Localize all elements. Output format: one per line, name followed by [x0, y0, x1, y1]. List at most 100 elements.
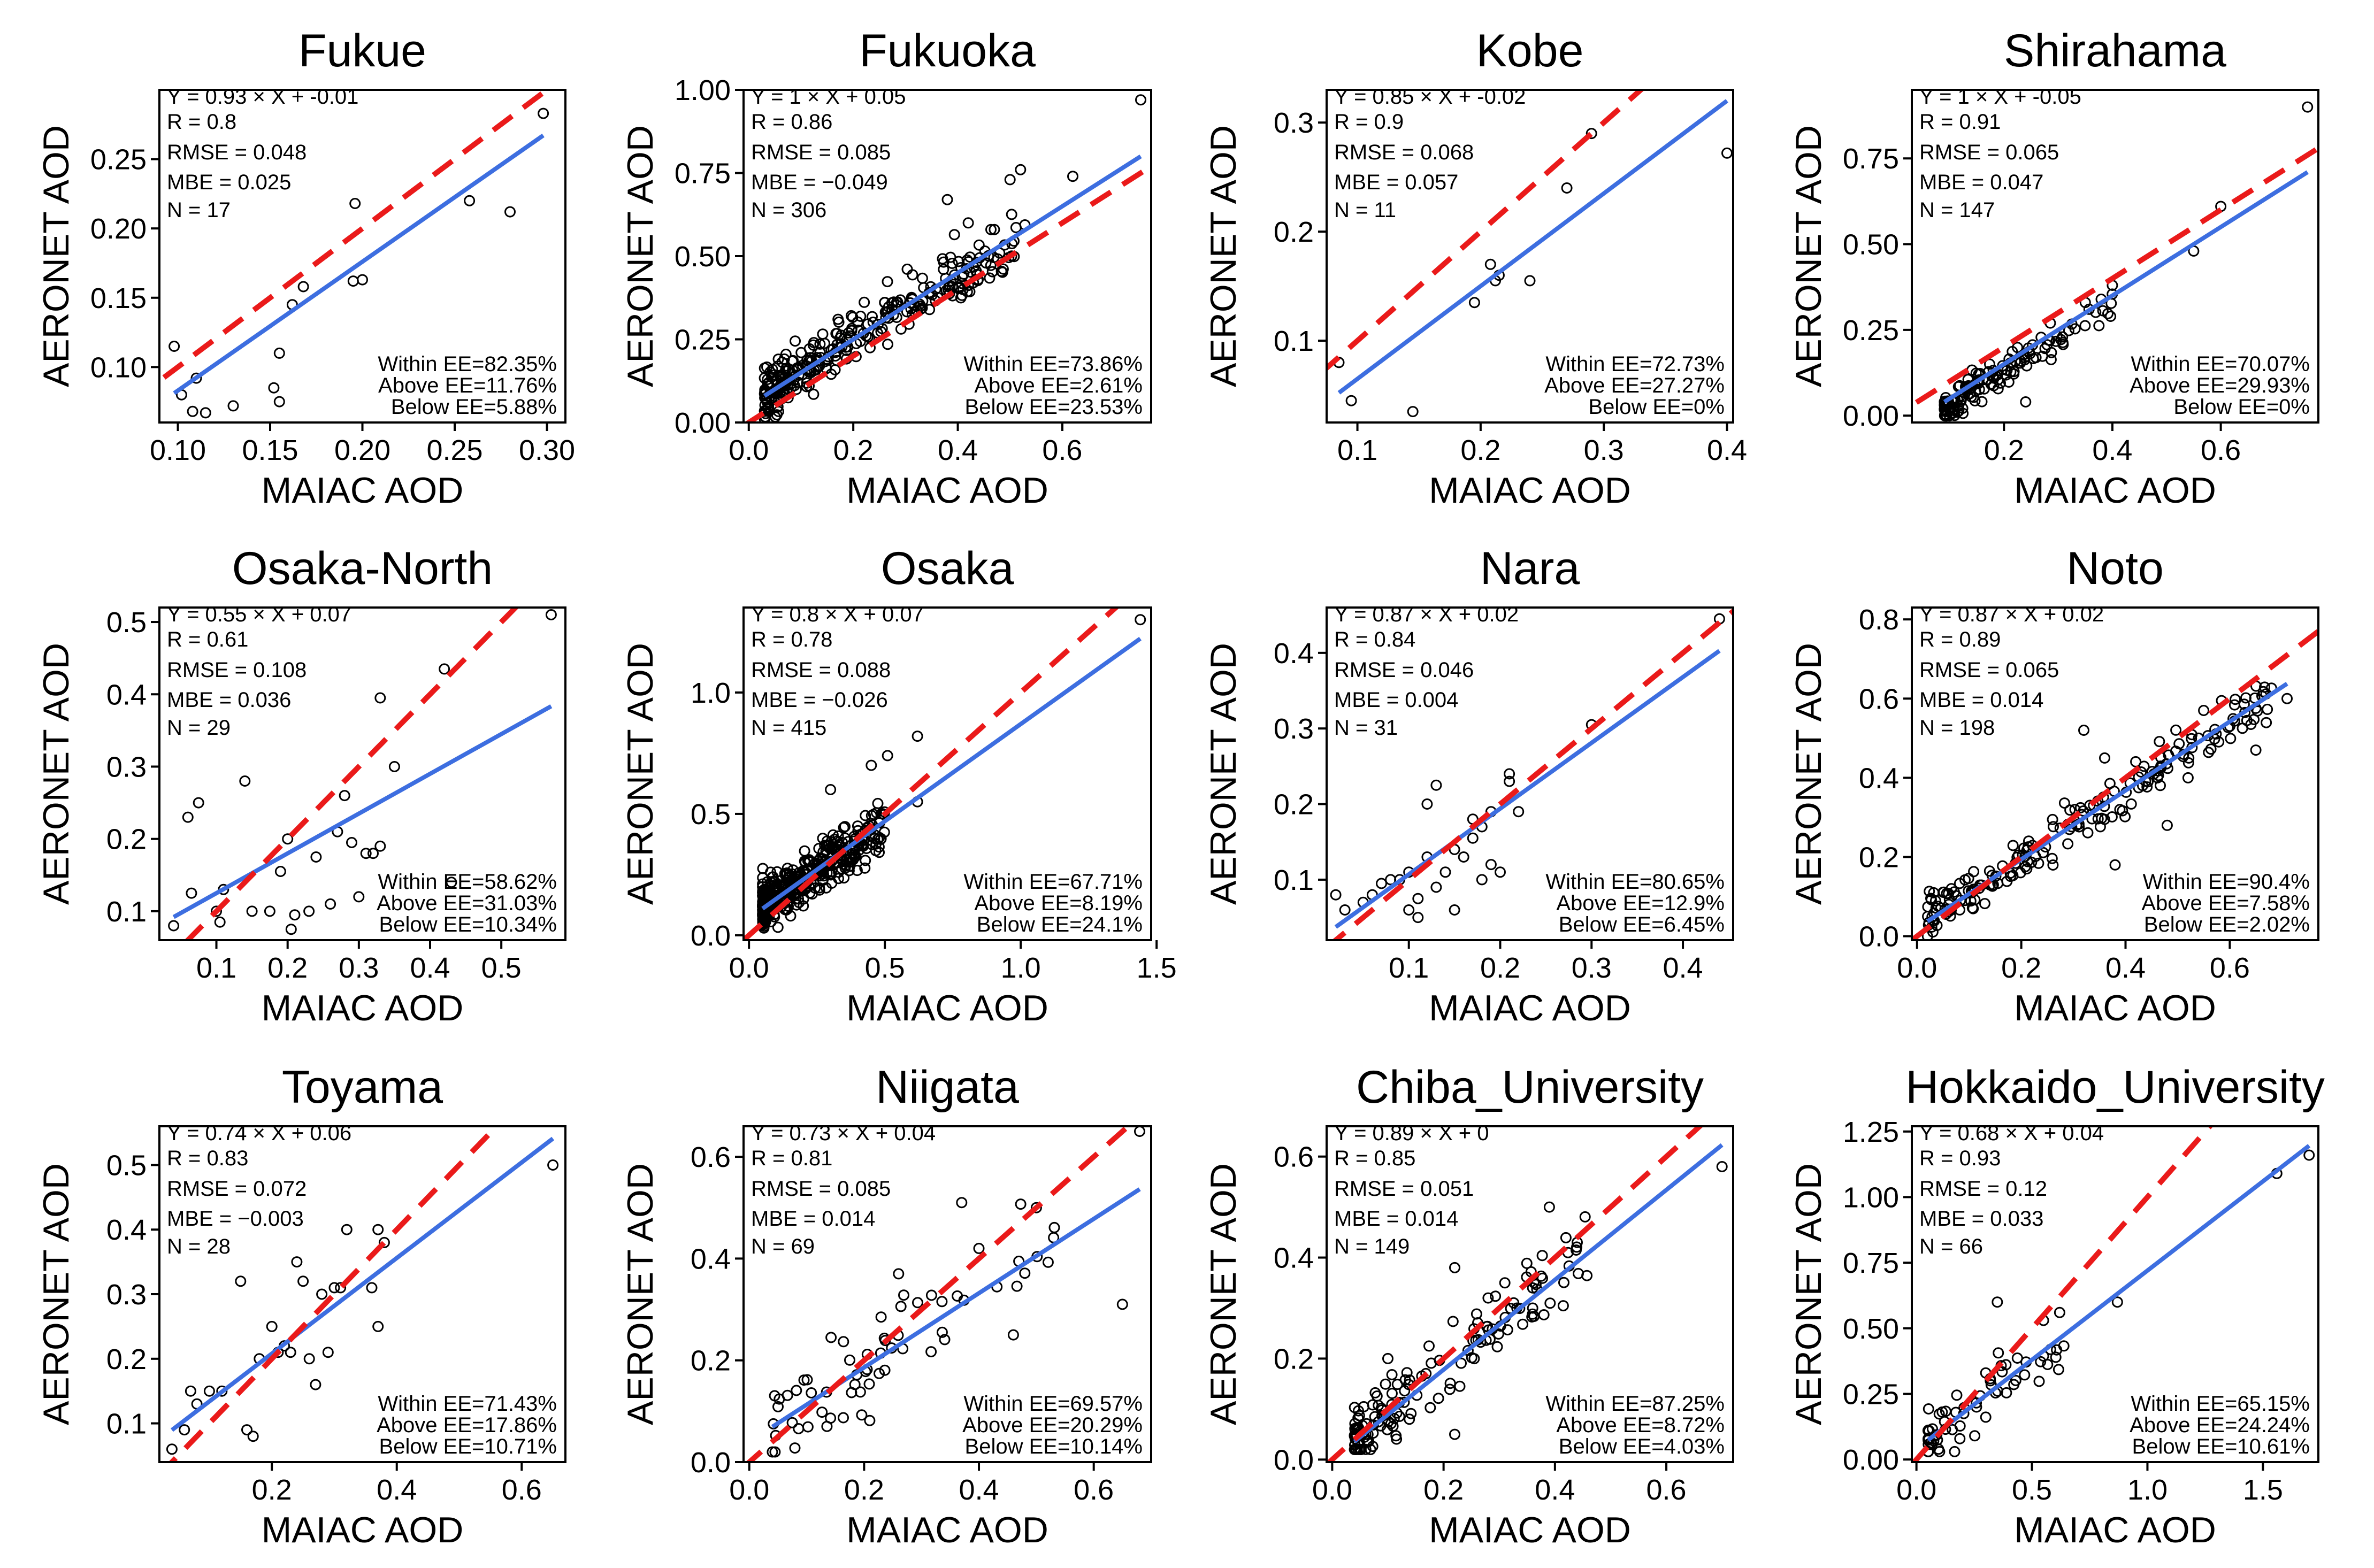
- panel-title: Toyama: [282, 1062, 443, 1113]
- data-point: [2008, 1379, 2020, 1390]
- data-point: [2259, 681, 2270, 693]
- x-tick-label: 0.0: [1897, 952, 1937, 984]
- one-to-one-line: [744, 163, 1151, 422]
- stat-line: MBE = 0.004: [1334, 688, 1458, 712]
- data-point: [357, 274, 368, 286]
- y-tick-label: 0.4: [106, 1214, 147, 1246]
- data-point: [874, 1367, 885, 1379]
- x-tick-label: 0.2: [1423, 1474, 1464, 1506]
- data-point: [1980, 1411, 1992, 1423]
- data-point: [1405, 1408, 1417, 1419]
- data-point: [291, 1256, 303, 1268]
- data-point: [322, 1347, 334, 1358]
- ee-line: Below EE=0%: [1588, 395, 1725, 419]
- data-point: [2099, 752, 2110, 764]
- data-point: [2119, 811, 2131, 823]
- data-point: [374, 692, 386, 704]
- ee-line: Below EE=23.53%: [965, 395, 1143, 419]
- stat-line: N = 69: [751, 1235, 815, 1258]
- data-point: [866, 759, 877, 771]
- x-axis-label: MAIAC AOD: [262, 1510, 464, 1550]
- x-tick-label: 0.4: [1707, 434, 1747, 466]
- stat-line: R = 0.81: [751, 1147, 832, 1170]
- y-tick-label: 0.25: [1843, 1378, 1899, 1410]
- data-point: [1404, 1413, 1415, 1425]
- data-point: [925, 1346, 937, 1358]
- data-point: [803, 854, 815, 866]
- x-tick-label: 1.5: [2243, 1474, 2283, 1506]
- data-point: [782, 863, 793, 874]
- y-axis-label: AERONET AOD: [1203, 643, 1244, 905]
- data-point: [2082, 827, 2094, 839]
- data-point: [282, 833, 294, 845]
- data-point: [757, 863, 769, 874]
- data-point: [916, 272, 928, 284]
- data-point: [783, 876, 794, 888]
- stat-line: N = 306: [751, 198, 826, 222]
- data-point: [825, 784, 837, 795]
- y-tick-label: 1.00: [675, 74, 731, 106]
- data-point: [2079, 320, 2091, 332]
- plot-frame: [1326, 89, 1734, 424]
- y-tick-label: 0.4: [106, 679, 147, 711]
- y-tick-label: 1.00: [1843, 1181, 1899, 1213]
- data-point: [985, 224, 997, 235]
- data-point: [786, 355, 798, 367]
- ee-line: Above EE=17.86%: [377, 1413, 557, 1437]
- data-point: [2225, 733, 2237, 744]
- data-point: [372, 1320, 384, 1332]
- data-point: [989, 224, 1000, 235]
- lines: [1912, 145, 2318, 409]
- data-point: [297, 1275, 309, 1287]
- data-point: [793, 1423, 805, 1434]
- data-point: [938, 264, 949, 275]
- data-point: [1485, 859, 1497, 871]
- ee-line: Above EE=24.24%: [2130, 1413, 2310, 1437]
- data-point: [2241, 714, 2253, 726]
- one-to-one-line: [744, 608, 1120, 940]
- data-point: [829, 364, 841, 375]
- data-point: [1135, 614, 1146, 626]
- data-point: [2078, 725, 2089, 736]
- data-point: [1458, 851, 1469, 863]
- data-point: [1491, 1341, 1503, 1352]
- y-tick-label: 0.6: [1274, 1141, 1314, 1173]
- fit-line: [1337, 99, 1728, 395]
- fit-line: [1334, 649, 1721, 929]
- fit-line: [1353, 1143, 1724, 1443]
- data-point: [289, 909, 301, 921]
- y-tick-label: 0.75: [675, 158, 731, 190]
- one-to-one-line: [168, 1126, 501, 1462]
- fit-line: [1926, 1144, 2311, 1442]
- y-axis-label: AERONET AOD: [36, 1163, 76, 1425]
- one-to-one-line: [184, 608, 519, 940]
- data-point: [1439, 866, 1451, 878]
- panel-title: Nara: [1480, 543, 1580, 594]
- ee-line: Within EE=73.86%: [963, 352, 1143, 376]
- data-point: [353, 891, 365, 903]
- y-tick-label: 0.2: [1859, 842, 1899, 874]
- lines: [745, 1126, 1141, 1462]
- x-tick-label: 0.25: [426, 434, 483, 466]
- ee-line: Within EE=70.07%: [2131, 352, 2310, 376]
- data-point: [1412, 893, 1424, 904]
- stat-line: N = 29: [167, 716, 231, 740]
- data-point: [1456, 1357, 1467, 1369]
- x-axis-label: MAIAC AOD: [1429, 1510, 1631, 1550]
- data-point: [216, 1385, 228, 1397]
- stat-line: N = 147: [1919, 198, 1995, 222]
- data-point: [1449, 1428, 1460, 1440]
- data-point: [907, 269, 918, 281]
- ee-line: Below EE=10.34%: [379, 913, 557, 936]
- data-point: [168, 920, 180, 932]
- lines: [744, 608, 1142, 940]
- x-tick-label: 0.4: [1535, 1474, 1575, 1506]
- data-point: [845, 310, 857, 321]
- data-point: [2303, 1149, 2315, 1161]
- data-point: [2182, 757, 2194, 768]
- plot-frame: [1911, 1125, 2319, 1463]
- ee-line: Below EE=10.71%: [379, 1435, 557, 1458]
- stat-line: MBE = 0.057: [1334, 171, 1458, 194]
- x-tick-label: 0.0: [729, 952, 769, 984]
- data-point: [186, 887, 197, 899]
